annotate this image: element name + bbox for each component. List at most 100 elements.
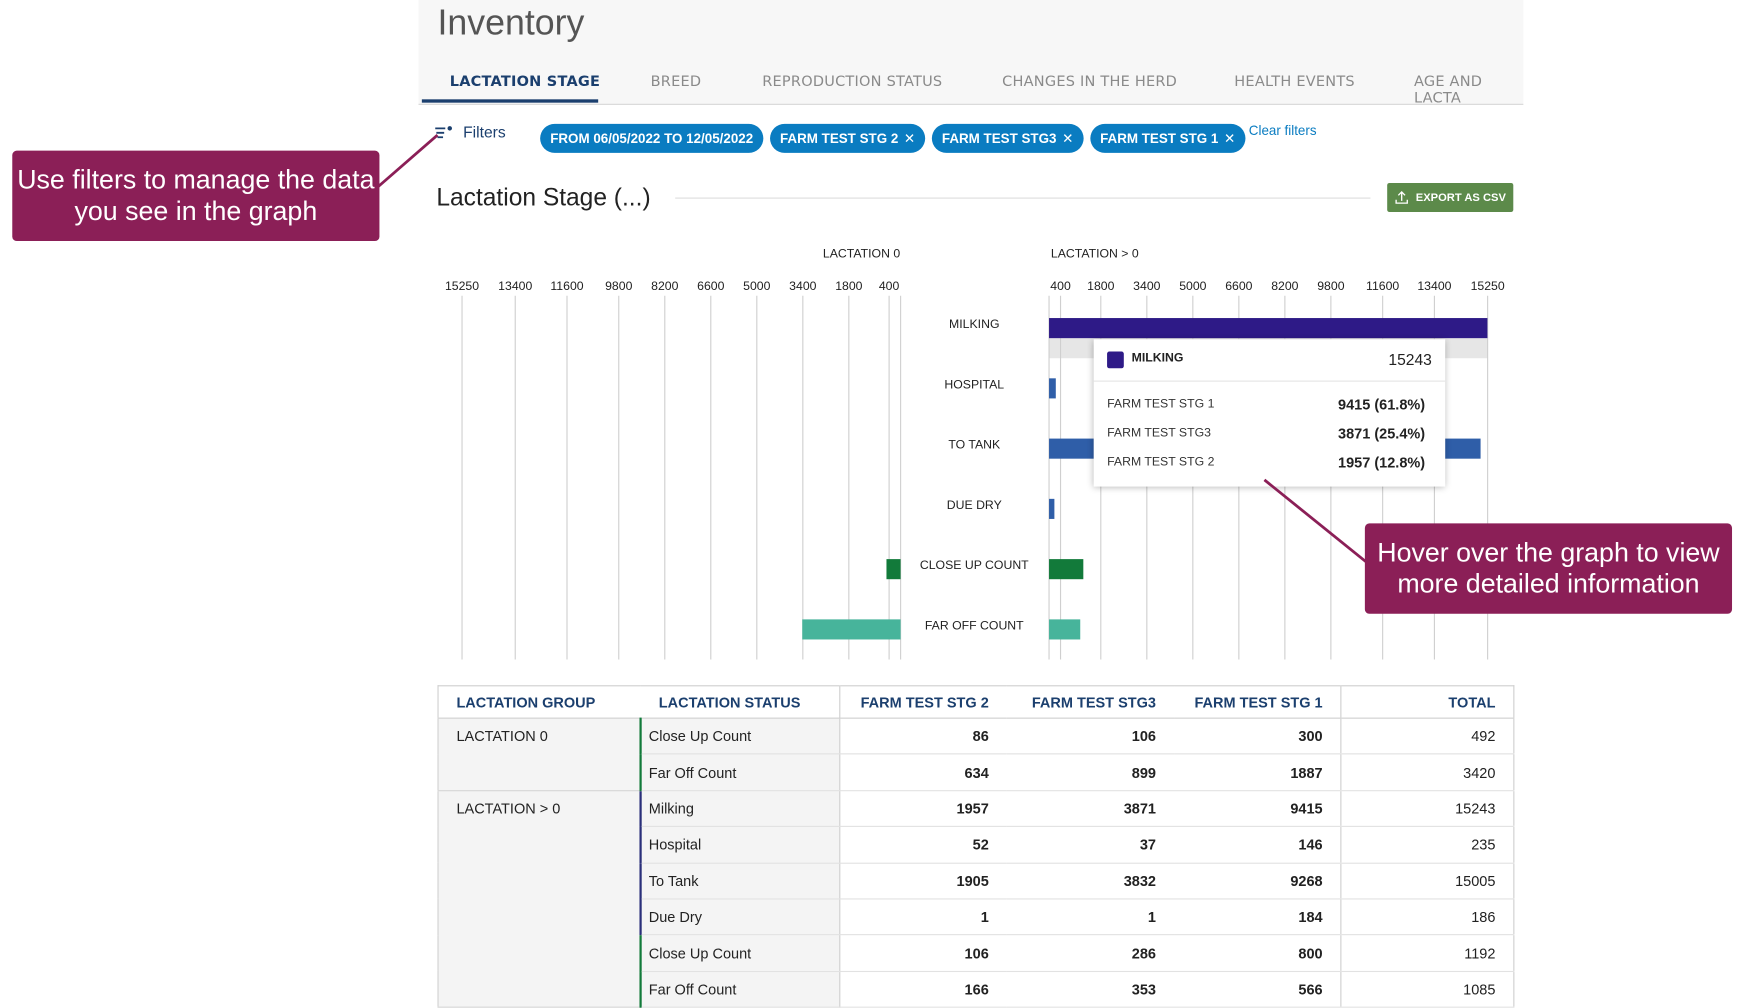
category-label: DUE DRY (947, 498, 1002, 512)
table-body: LACTATION 0 Close Up Count 86 106 300 492 Far … (438, 718, 1514, 1008)
tooltip-divider (1093, 380, 1446, 382)
tooltip-row-label: FARM TEST STG 2 (1107, 455, 1215, 469)
x-tick-label: 3400 (789, 279, 816, 293)
tab[interactable]: CHANGES IN THE HERD (1002, 73, 1178, 91)
x-tick-label: 13400 (1417, 279, 1451, 293)
value-cell: 86 (839, 718, 1007, 755)
tooltip-row-value: 1957 (12.8%) (1338, 454, 1426, 471)
callout: Use filters to manage the data you see i… (12, 150, 380, 242)
filters-label[interactable]: Filters (463, 122, 506, 141)
chip-label: FROM 06/05/2022 TO 12/05/2022 (550, 130, 754, 147)
chip-remove[interactable]: ✕ (903, 130, 916, 147)
export-label: EXPORT AS CSV (1415, 191, 1506, 204)
filter-chip[interactable]: FROM 06/05/2022 TO 12/05/2022 (540, 123, 764, 153)
section-rule (675, 197, 1371, 199)
bar (1049, 559, 1084, 580)
status-cell: Far Off Count (639, 971, 840, 1008)
tooltip-row-label: FARM TEST STG 1 (1107, 397, 1215, 411)
table-row: Close Up Count 106 286 800 1192 (438, 935, 1514, 972)
value-cell: 106 (1006, 718, 1174, 755)
value-cell: 3420 (1340, 754, 1514, 792)
filter-chip[interactable]: FARM TEST STG3 ✕ (931, 123, 1084, 153)
section-title: Lactation Stage (...) (436, 183, 651, 211)
category-label: TO TANK (948, 438, 1001, 452)
callout: Hover over the graph to view more detail… (1364, 523, 1733, 614)
bar (1049, 498, 1055, 519)
value-cell: 566 (1173, 971, 1342, 1008)
tooltip-row-value: 3871 (25.4%) (1338, 425, 1426, 442)
export-button[interactable]: EXPORT AS CSV (1387, 183, 1514, 213)
clear-filters[interactable]: Clear filters (1248, 122, 1317, 139)
x-tick-label: 8200 (651, 279, 678, 293)
value-cell: 1 (1006, 898, 1174, 936)
value-cell: 1085 (1340, 971, 1514, 1008)
status-cell: Far Off Count (639, 754, 840, 792)
x-tick-label: 6600 (1225, 279, 1252, 293)
bar (886, 559, 901, 580)
filter-chips: FROM 06/05/2022 TO 12/05/2022 FARM TEST S… (540, 123, 1246, 153)
value-cell: 492 (1340, 718, 1514, 755)
x-tick-label: 9800 (605, 279, 632, 293)
status-cell: Milking (639, 790, 840, 828)
chart: LACTATION 0 400 1800 3400 5000 6600 8200 9800 11… (445, 247, 1505, 660)
value-cell: 1 (839, 898, 1007, 936)
value-cell: 9268 (1173, 862, 1342, 900)
x-tick-label: 9800 (1317, 279, 1344, 293)
value-cell: 166 (839, 971, 1007, 1008)
tooltip-total: 15243 (1388, 350, 1432, 369)
category-label: FAR OFF COUNT (925, 618, 1024, 632)
tooltip-series: MILKING (1131, 351, 1184, 365)
table-header: LACTATION GROUP LACTATION STATUS FARM TEST… (438, 685, 1514, 719)
value-cell: 634 (839, 754, 1007, 792)
chip-remove[interactable]: ✕ (1223, 130, 1236, 147)
status-cell: Due Dry (639, 898, 840, 936)
bar (1049, 378, 1056, 399)
filter-icon[interactable] (434, 125, 454, 141)
column-header: TOTAL (1340, 685, 1514, 719)
data-table: LACTATION GROUP LACTATION STATUS FARM TEST… (437, 685, 1515, 1008)
x-tick-label: 6600 (697, 279, 724, 293)
value-cell: 52 (839, 826, 1007, 864)
table-row: To Tank 1905 3832 9268 15005 (438, 862, 1514, 900)
value-cell: 1905 (839, 862, 1007, 900)
chip-remove[interactable]: ✕ (1062, 130, 1074, 147)
tooltip-swatch (1107, 351, 1124, 369)
value-cell: 800 (1173, 935, 1342, 972)
group-cell: LACTATION 0 (438, 718, 641, 791)
tab[interactable]: HEALTH EVENTS (1234, 73, 1355, 91)
value-cell: 15005 (1340, 862, 1514, 900)
x-tick-label: 400 (1050, 279, 1071, 293)
bar (1049, 619, 1081, 640)
value-cell: 37 (1006, 826, 1174, 864)
chip-label: FARM TEST STG 2 (779, 130, 899, 147)
tooltip-row-label: FARM TEST STG3 (1107, 426, 1211, 440)
category-label: CLOSE UP COUNT (920, 558, 1029, 572)
x-tick-label: 15250 (445, 279, 479, 293)
filter-chip[interactable]: FARM TEST STG 1 ✕ (1090, 123, 1246, 153)
table-row: Due Dry 1 1 184 186 (438, 898, 1514, 936)
tab[interactable]: LACTATION STAGE (449, 73, 601, 91)
filter-chip[interactable]: FARM TEST STG 2 ✕ (769, 123, 926, 153)
value-cell: 899 (1006, 754, 1174, 792)
tooltip: MILKING 15243 FARM TEST STG 1 9415 (61.8%… (1093, 339, 1446, 487)
value-cell: 3871 (1006, 790, 1174, 828)
tooltip-row-value: 9415 (61.8%) (1338, 396, 1426, 413)
x-tick-label: 13400 (498, 279, 532, 293)
tab[interactable]: REPRODUCTION STATUS (762, 73, 943, 91)
page-title: Inventory (437, 2, 585, 43)
value-cell: 286 (1006, 935, 1174, 972)
bar (1049, 318, 1488, 339)
x-tick-label: 1800 (1087, 279, 1114, 293)
x-tick-label: 5000 (1179, 279, 1206, 293)
x-tick-label: 8200 (1271, 279, 1298, 293)
x-tick-label: 5000 (743, 279, 770, 293)
value-cell: 300 (1173, 718, 1342, 755)
x-tick-label: 400 (879, 279, 900, 293)
value-cell: 184 (1173, 898, 1342, 936)
tab[interactable]: AGE AND LACTA (1413, 73, 1483, 108)
panel-title: LACTATION > 0 (1051, 247, 1139, 261)
tab[interactable]: BREED (650, 73, 702, 91)
x-tick-label: 11600 (550, 279, 583, 293)
